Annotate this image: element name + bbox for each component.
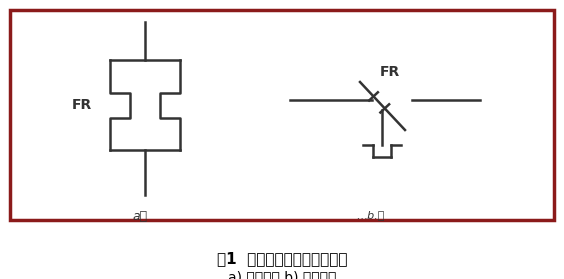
Text: …b.）: …b.） — [356, 210, 384, 220]
Text: a) 发热元件 b) 常闭触点: a) 发热元件 b) 常闭触点 — [228, 271, 336, 279]
Text: FR: FR — [380, 65, 400, 79]
Text: a）: a） — [133, 210, 148, 223]
FancyBboxPatch shape — [10, 10, 554, 220]
Text: 图1  热继电器图形及文字符号: 图1 热继电器图形及文字符号 — [217, 251, 347, 266]
Text: FR: FR — [72, 98, 92, 112]
